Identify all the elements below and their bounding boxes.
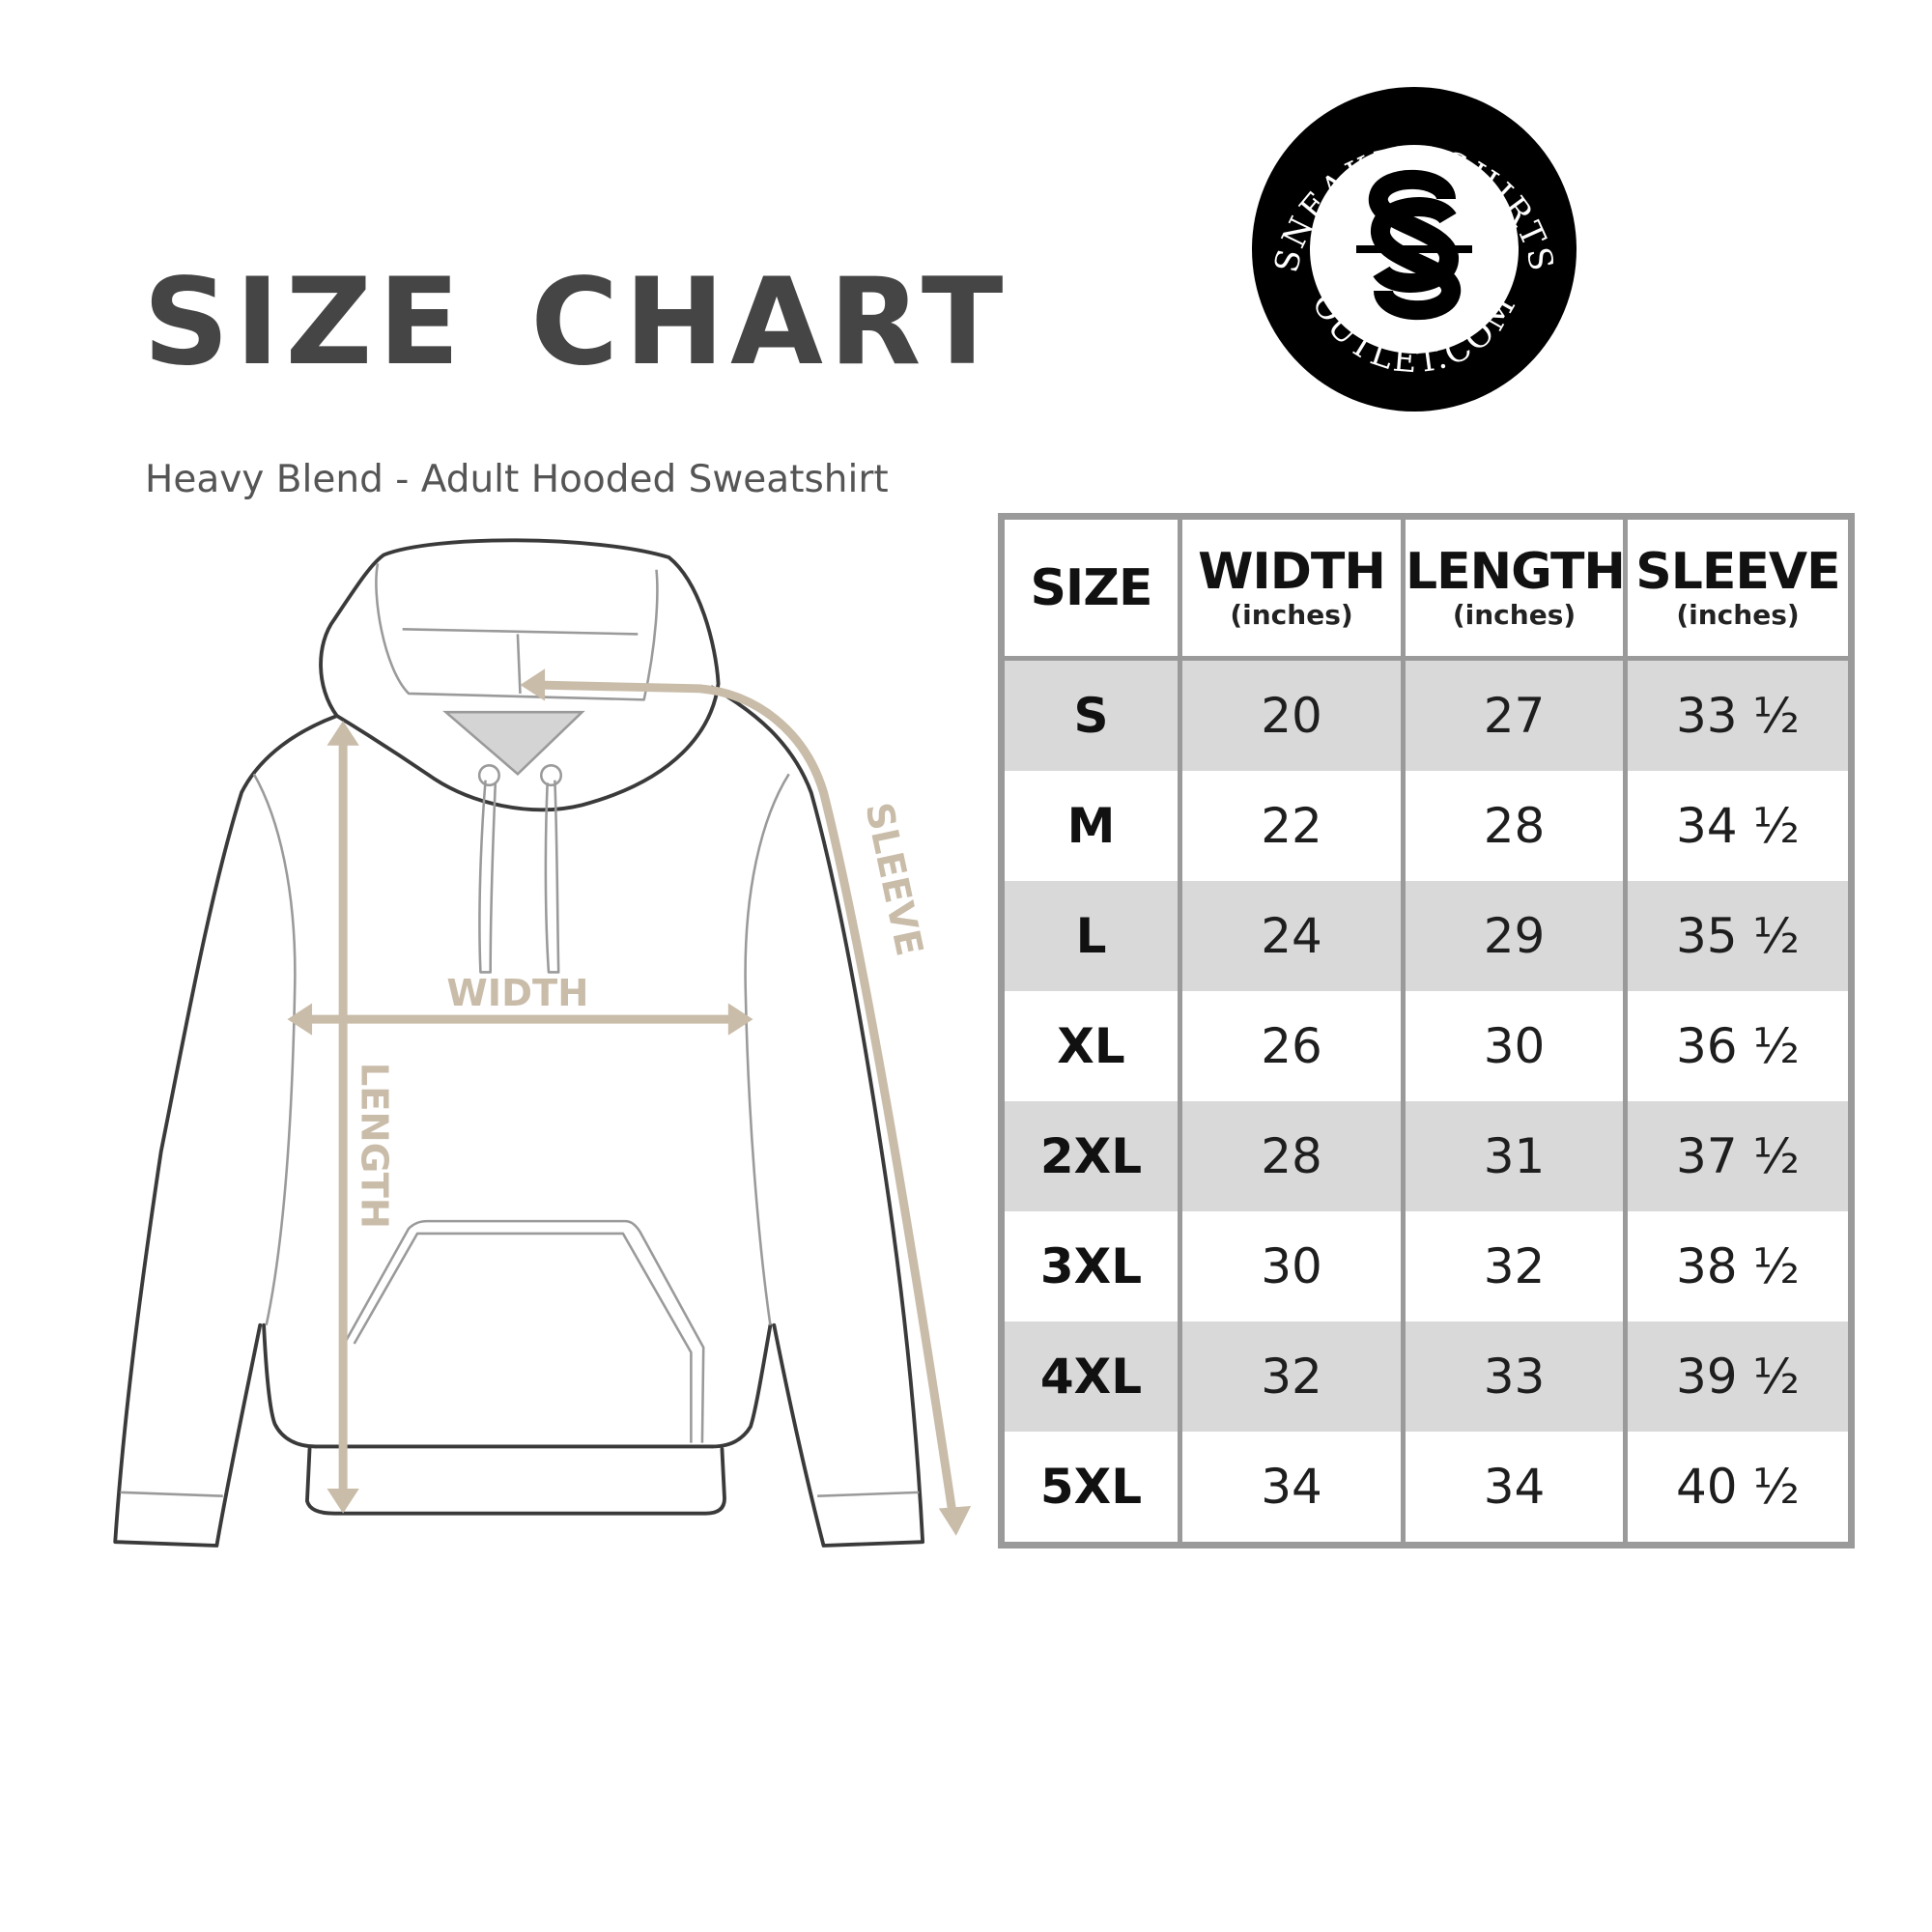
cell-width: 34 xyxy=(1178,1431,1406,1546)
header-unit: (inches) xyxy=(1676,598,1800,631)
right-cuff-line xyxy=(817,1491,920,1497)
header-unit: (inches) xyxy=(1452,598,1577,631)
header-width: WIDTH (inches) xyxy=(1178,514,1406,661)
page-title: SIZE CHART xyxy=(143,253,1009,392)
cell-length: 29 xyxy=(1401,881,1628,991)
cell-length: 34 xyxy=(1401,1431,1628,1546)
cell-sleeve: 36 ½ xyxy=(1623,991,1854,1101)
cell-size: XL xyxy=(999,991,1182,1101)
pocket-outline xyxy=(343,1219,705,1443)
hood-inner xyxy=(375,563,659,701)
body-right-outline xyxy=(710,685,925,1548)
hood-outline xyxy=(319,538,721,812)
cell-sleeve: 38 ½ xyxy=(1623,1210,1854,1321)
cell-size: 4XL xyxy=(999,1321,1182,1432)
left-sleeve-seam xyxy=(252,773,297,1326)
header-label: SIZE xyxy=(1030,558,1152,617)
cell-size: 2XL xyxy=(999,1100,1182,1211)
table-body: S 20 27 33 ½ M 22 28 34 ½ L 24 29 35 ½ XL 26 30 36 ½ 2XL… xyxy=(999,658,1854,1546)
sleeve-arrowhead-bottom xyxy=(938,1505,972,1536)
length-arrowhead-bottom xyxy=(327,1489,359,1514)
size-table: SIZE WIDTH (inches) LENGTH (inches) SLEEVE… xyxy=(998,513,1855,1548)
cell-sleeve: 35 ½ xyxy=(1623,881,1854,991)
sneaker-shirts-outlet-logo: SNEAKER SHIRTS OUTLET.COM xyxy=(1252,87,1577,412)
drawstring-left xyxy=(478,780,497,974)
header-label: LENGTH xyxy=(1406,542,1626,601)
table-row: 3XL 30 32 38 ½ xyxy=(999,1210,1854,1321)
eyelet-right xyxy=(539,764,563,787)
table-row: S 20 27 33 ½ xyxy=(999,658,1854,772)
header-label: SLEEVE xyxy=(1635,542,1840,601)
header-label: WIDTH xyxy=(1198,542,1386,601)
sleeve-label: SLEEVE xyxy=(856,799,930,960)
right-sleeve-seam xyxy=(744,773,790,1325)
cell-width: 30 xyxy=(1178,1210,1406,1321)
cell-sleeve: 33 ½ xyxy=(1623,658,1854,772)
drawstring-right xyxy=(544,780,560,974)
table-row: L 24 29 35 ½ xyxy=(999,881,1854,991)
cell-size: 3XL xyxy=(999,1210,1182,1321)
cell-width: 24 xyxy=(1178,881,1406,991)
waistband xyxy=(305,1447,726,1516)
table-row: 2XL 28 31 37 ½ xyxy=(999,1100,1854,1211)
cell-sleeve: 39 ½ xyxy=(1623,1321,1854,1432)
table-row: XL 26 30 36 ½ xyxy=(999,991,1854,1101)
cell-width: 20 xyxy=(1178,658,1406,772)
width-label: WIDTH xyxy=(446,972,588,1015)
header-size: SIZE xyxy=(999,514,1182,661)
sleeve-arrow xyxy=(530,680,958,1525)
cell-width: 22 xyxy=(1178,771,1406,882)
header-sleeve: SLEEVE (inches) xyxy=(1623,514,1854,661)
header-unit: (inches) xyxy=(1230,598,1353,631)
width-arrowhead-right xyxy=(727,1003,753,1036)
cell-sleeve: 34 ½ xyxy=(1623,771,1854,882)
neck-opening xyxy=(442,710,585,777)
table-row: 5XL 34 34 40 ½ xyxy=(999,1431,1854,1546)
logo-monogram-icon xyxy=(1356,169,1472,321)
cell-width: 28 xyxy=(1178,1100,1406,1211)
cell-sleeve: 40 ½ xyxy=(1623,1431,1854,1546)
cell-size: S xyxy=(999,658,1182,772)
body-left-side xyxy=(262,1322,318,1449)
cell-length: 27 xyxy=(1401,658,1628,772)
table-header-row: SIZE WIDTH (inches) LENGTH (inches) SLEEVE… xyxy=(999,514,1854,661)
body-right-side xyxy=(710,1322,773,1449)
length-arrowhead-top xyxy=(327,721,359,746)
cell-sleeve: 37 ½ xyxy=(1623,1100,1854,1211)
length-label: LENGTH xyxy=(352,1063,395,1229)
cell-length: 31 xyxy=(1401,1100,1628,1211)
body-left-outline xyxy=(113,714,339,1548)
header-length: LENGTH (inches) xyxy=(1401,514,1628,661)
hood-band xyxy=(402,628,639,695)
sleeve-arrowhead-top xyxy=(520,668,546,701)
table-row: M 22 28 34 ½ xyxy=(999,771,1854,882)
cell-size: M xyxy=(999,771,1182,882)
cell-length: 32 xyxy=(1401,1210,1628,1321)
table-row: 4XL 32 33 39 ½ xyxy=(999,1321,1854,1432)
cell-width: 26 xyxy=(1178,991,1406,1101)
cell-size: 5XL xyxy=(999,1431,1182,1546)
cell-length: 33 xyxy=(1401,1321,1628,1432)
eyelet-left xyxy=(477,764,500,787)
cell-length: 30 xyxy=(1401,991,1628,1101)
product-subtitle: Heavy Blend - Adult Hooded Sweatshirt xyxy=(145,458,889,501)
cell-size: L xyxy=(999,881,1182,991)
cell-length: 28 xyxy=(1401,771,1628,882)
width-arrowhead-left xyxy=(287,1003,313,1036)
left-cuff-line xyxy=(120,1491,223,1497)
cell-width: 32 xyxy=(1178,1321,1406,1432)
